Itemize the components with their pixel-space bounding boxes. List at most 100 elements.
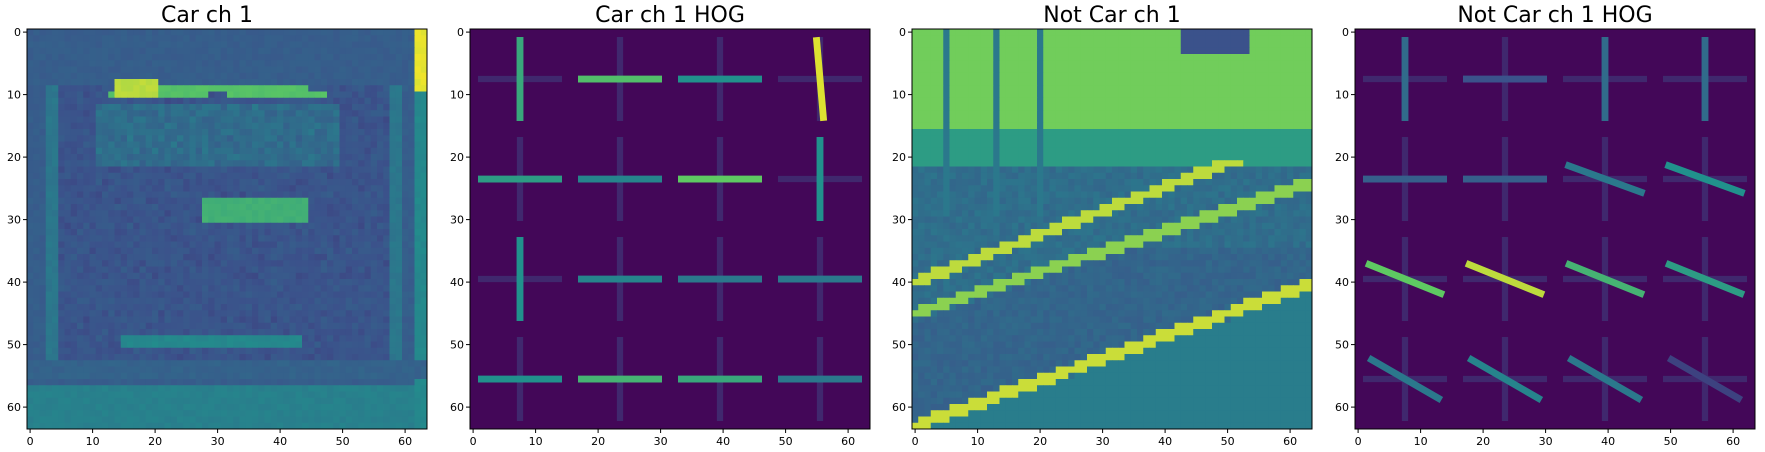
pixel bbox=[308, 222, 315, 230]
pixel bbox=[1193, 97, 1200, 105]
pixel bbox=[27, 347, 34, 355]
pixel bbox=[158, 266, 165, 274]
pixel bbox=[1174, 85, 1182, 92]
pixel bbox=[370, 60, 378, 67]
pixel bbox=[308, 272, 315, 280]
pixel bbox=[258, 222, 265, 230]
pixel bbox=[233, 291, 240, 299]
pixel bbox=[1143, 72, 1150, 80]
pixel bbox=[27, 266, 34, 274]
pixel bbox=[383, 147, 390, 155]
pixel bbox=[164, 322, 172, 330]
pixel bbox=[177, 235, 184, 242]
pixel bbox=[152, 347, 159, 355]
pixel bbox=[283, 391, 290, 399]
pixel bbox=[308, 385, 315, 392]
pixel bbox=[389, 129, 397, 136]
pixel bbox=[120, 235, 128, 242]
pixel bbox=[308, 210, 315, 217]
pixel bbox=[58, 166, 65, 174]
pixel bbox=[83, 79, 90, 86]
pixel bbox=[414, 360, 422, 367]
pixel bbox=[420, 116, 428, 124]
pixel bbox=[145, 404, 153, 411]
pixel bbox=[395, 322, 403, 330]
pixel bbox=[1162, 35, 1169, 42]
pixel bbox=[352, 416, 359, 424]
pixel bbox=[108, 391, 115, 399]
pixel bbox=[383, 366, 390, 374]
pixel bbox=[39, 379, 47, 386]
pixel bbox=[164, 179, 172, 186]
pixel bbox=[183, 172, 190, 180]
pixel bbox=[177, 229, 184, 236]
pixel bbox=[233, 241, 240, 249]
pixel bbox=[1287, 54, 1294, 61]
pixel bbox=[1030, 54, 1038, 61]
pixel bbox=[227, 235, 234, 242]
pixel bbox=[264, 122, 272, 130]
pixel bbox=[164, 260, 172, 267]
pixel bbox=[345, 160, 353, 167]
pixel bbox=[980, 60, 988, 67]
pixel bbox=[968, 41, 975, 49]
pixel bbox=[1262, 66, 1269, 74]
pixel bbox=[270, 304, 278, 311]
pixel bbox=[39, 279, 47, 286]
pixel bbox=[420, 241, 428, 249]
pixel bbox=[77, 97, 84, 105]
pixel bbox=[258, 272, 265, 280]
pixel bbox=[339, 216, 347, 224]
pixel bbox=[1124, 79, 1132, 86]
pixel bbox=[195, 416, 203, 424]
pixel bbox=[239, 247, 247, 255]
pixel bbox=[177, 197, 184, 205]
pixel bbox=[918, 35, 925, 42]
pixel bbox=[152, 185, 159, 192]
pixel bbox=[358, 254, 365, 261]
pixel bbox=[27, 297, 34, 305]
pixel bbox=[83, 335, 90, 342]
pixel bbox=[95, 254, 103, 261]
pixel bbox=[314, 85, 322, 92]
pixel bbox=[358, 272, 365, 280]
pixel bbox=[352, 254, 359, 261]
pixel bbox=[108, 360, 115, 367]
pixel bbox=[1062, 41, 1069, 49]
pixel bbox=[924, 35, 932, 42]
pixel bbox=[52, 241, 59, 249]
pixel bbox=[1205, 60, 1213, 67]
pixel bbox=[308, 316, 315, 324]
pixel bbox=[1187, 47, 1194, 55]
pixel bbox=[170, 197, 178, 205]
pixel bbox=[183, 85, 190, 92]
pixel bbox=[370, 241, 378, 249]
pixel bbox=[195, 297, 203, 305]
pixel bbox=[239, 341, 247, 349]
pixel bbox=[302, 385, 309, 392]
pixel bbox=[1255, 97, 1263, 105]
pixel bbox=[45, 416, 53, 424]
pixel bbox=[930, 104, 938, 111]
pixel bbox=[420, 204, 428, 211]
pixel bbox=[89, 385, 97, 392]
pixel bbox=[45, 304, 53, 311]
pixel bbox=[377, 172, 384, 180]
pixel bbox=[1080, 72, 1088, 80]
pixel bbox=[345, 335, 353, 342]
pixel bbox=[139, 204, 147, 211]
pixel bbox=[127, 404, 134, 411]
pixel bbox=[402, 322, 409, 330]
pixel bbox=[395, 266, 403, 274]
pixel bbox=[1018, 29, 1025, 36]
pixel bbox=[1212, 66, 1219, 74]
pixel bbox=[1168, 60, 1175, 67]
pixel bbox=[233, 341, 240, 349]
pixel bbox=[39, 129, 47, 136]
pixel bbox=[64, 310, 72, 317]
pixel bbox=[127, 235, 134, 242]
pixel bbox=[364, 141, 372, 149]
pixel bbox=[414, 385, 422, 392]
pixel bbox=[158, 279, 165, 286]
pixel bbox=[39, 329, 47, 336]
